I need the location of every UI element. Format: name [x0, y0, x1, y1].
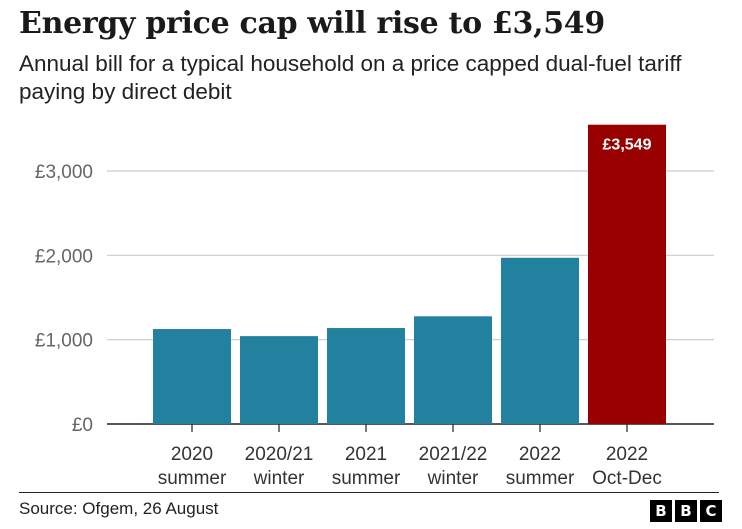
y-tick-label: £2,000: [35, 246, 93, 267]
bar: [240, 336, 318, 424]
x-tick-label: summer: [506, 468, 575, 489]
x-tick-label: summer: [332, 468, 401, 489]
source-note: Source: Ofgem, 26 August: [19, 499, 219, 518]
data-label: £3,549: [603, 137, 652, 154]
bar: [501, 257, 579, 424]
y-tick-label: £1,000: [35, 331, 93, 352]
x-tick-label: winter: [427, 468, 479, 489]
logo-letter: C: [700, 500, 722, 522]
logo-letter: B: [675, 500, 697, 522]
x-tick-label: Oct-Dec: [592, 468, 662, 489]
x-tick-label: 2022: [519, 444, 561, 465]
bar: [153, 329, 231, 424]
bar: [588, 124, 666, 425]
bbc-logo: B B C: [650, 500, 722, 522]
x-tick-label: winter: [253, 468, 305, 489]
bar: [327, 328, 405, 424]
x-tick-label: 2020/21: [245, 444, 314, 465]
x-tick-label: 2021/22: [419, 444, 488, 465]
bars: [153, 124, 666, 425]
y-tick-label: £3,000: [35, 162, 93, 183]
chart-title: Energy price cap will rise to £3,549: [19, 6, 605, 41]
labels: £0 £1,000 £2,000 £3,000 2020 summer 2020/21 win…: [35, 137, 662, 489]
footer-divider: [19, 492, 719, 493]
x-tick-label: 2021: [345, 444, 387, 465]
logo-letter: B: [650, 500, 672, 522]
bar: [414, 316, 492, 424]
bar-chart: £0 £1,000 £2,000 £3,000 2020 summer 2020/21 win…: [35, 124, 714, 489]
chart-subtitle: Annual bill for a typical household on a…: [19, 51, 682, 104]
x-tick-label: 2022: [606, 444, 648, 465]
x-tick-label: 2020: [171, 444, 213, 465]
x-tick-label: summer: [158, 468, 227, 489]
y-tick-label: £0: [72, 415, 93, 436]
